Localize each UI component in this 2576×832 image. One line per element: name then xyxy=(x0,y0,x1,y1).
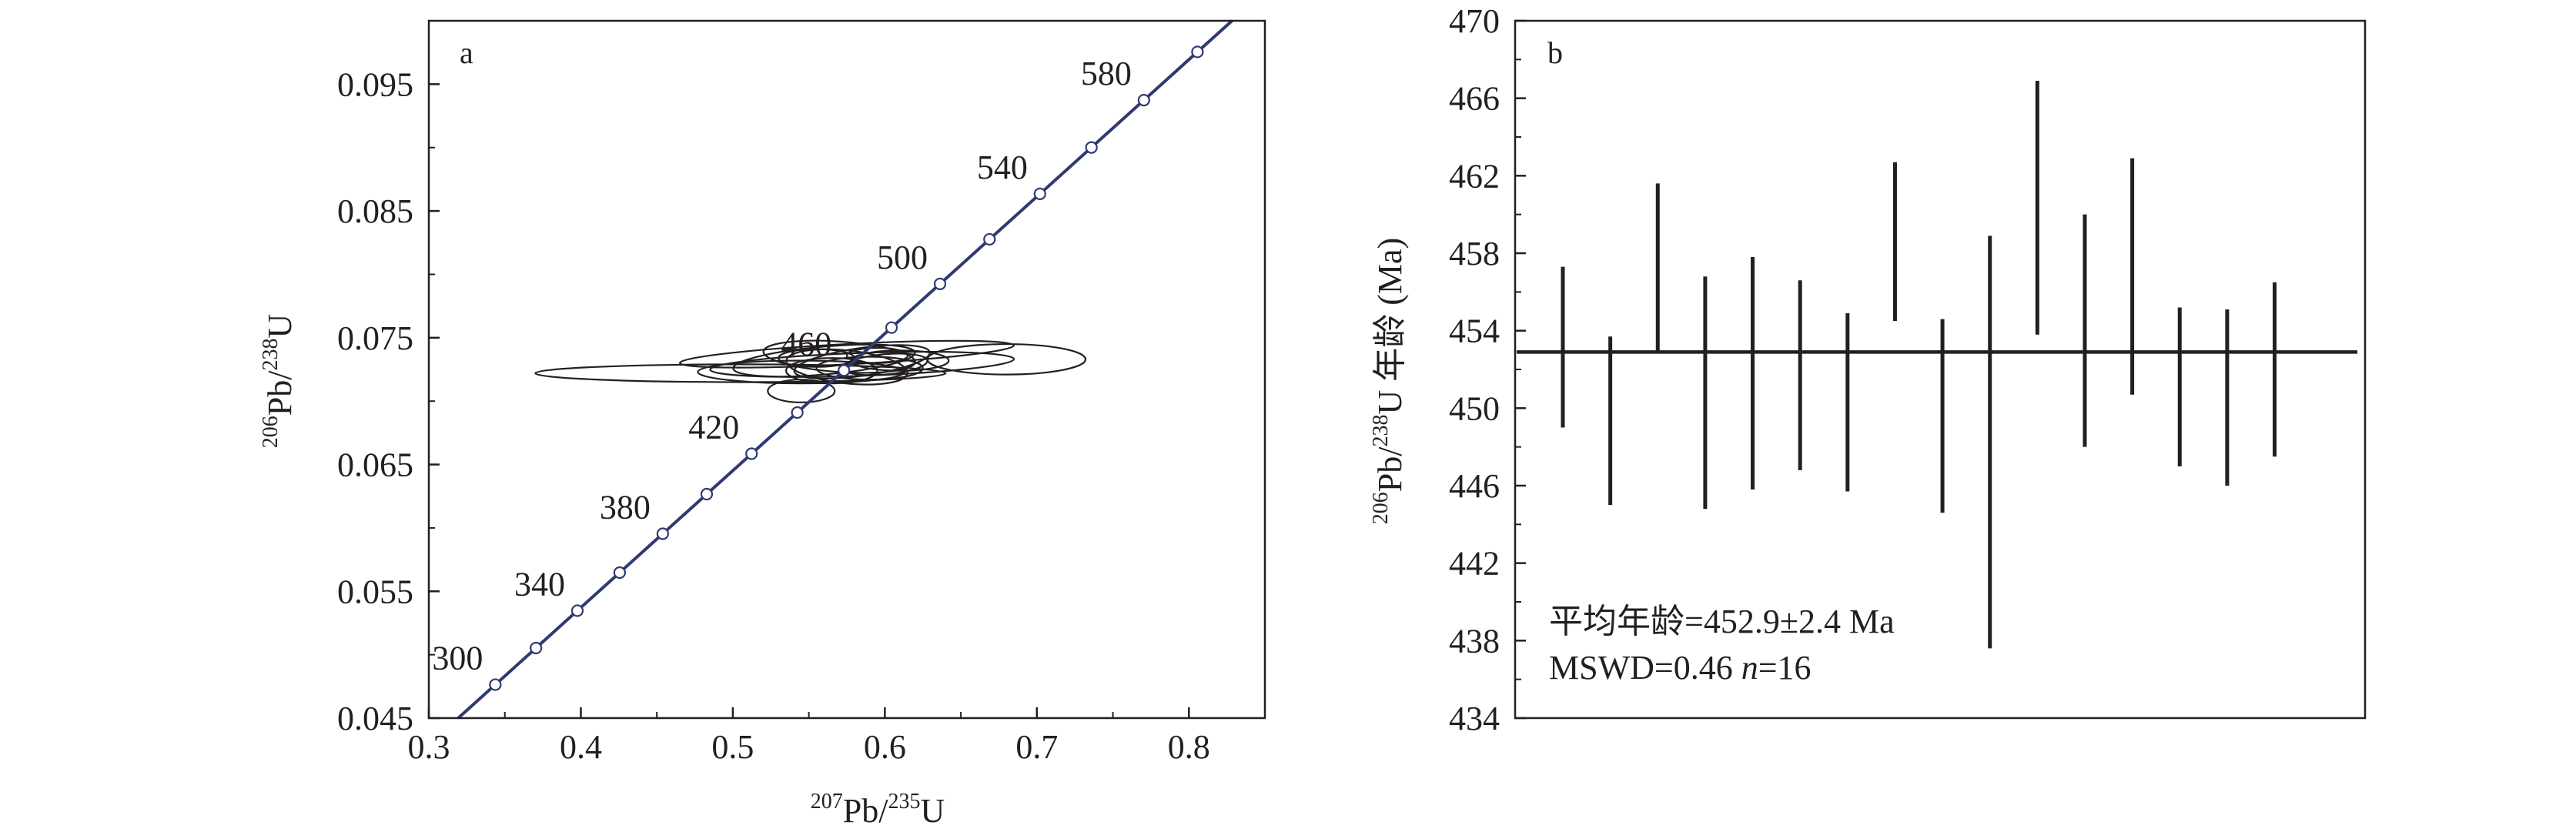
concordia-age-markers xyxy=(489,45,1204,691)
x-tick-label: 0.3 xyxy=(408,728,450,766)
age-label: 500 xyxy=(877,239,928,276)
xlabel-sup2: 235 xyxy=(888,790,920,814)
ylabel-main2: U xyxy=(261,314,299,339)
age-label: 460 xyxy=(781,325,831,363)
x-tick-label: 0.6 xyxy=(864,728,906,766)
age-error-bars xyxy=(1561,81,2277,649)
error-ellipse xyxy=(845,346,909,364)
mswd-annotation: MSWD=0.46 n=16 xyxy=(1549,649,1812,687)
xlabel-main1: Pb/ xyxy=(843,792,888,830)
x-tick-label: 0.7 xyxy=(1015,728,1058,766)
y-tick-label-b: 454 xyxy=(1449,312,1500,350)
x-tick-label: 0.4 xyxy=(560,728,602,766)
age-label: 380 xyxy=(600,489,651,526)
ylabel-b-sup2: 238 xyxy=(1369,415,1393,447)
concordia-chart: 300 340 380 420 460 500 540 580 0.3 0.4 0.5 0.6 0.7… xyxy=(259,19,1266,830)
ylabel-b-main1: Pb/ xyxy=(1371,446,1409,492)
age-marker xyxy=(1137,94,1150,107)
plot-frame-a xyxy=(427,19,1266,720)
y-axis-ticks: 0.045 0.055 0.065 0.075 0.085 0.095 xyxy=(337,20,440,737)
age-marker xyxy=(983,232,996,246)
y-tick-label: 0.055 xyxy=(337,573,413,610)
n-symbol: n xyxy=(1741,649,1758,687)
age-marker xyxy=(570,604,584,617)
age-marker xyxy=(745,447,758,460)
y-tick-label: 0.065 xyxy=(337,446,413,484)
error-ellipses xyxy=(534,339,1087,403)
age-label: 540 xyxy=(977,149,1028,186)
y-tick-label-b: 438 xyxy=(1449,622,1500,660)
ylabel-sup2: 238 xyxy=(259,339,283,371)
x-tick-label: 0.8 xyxy=(1168,728,1210,766)
y-tick-label: 0.045 xyxy=(337,700,413,737)
y-tick-label: 0.075 xyxy=(337,319,413,357)
age-marker xyxy=(530,641,543,655)
ylabel-main1: Pb/ xyxy=(261,370,299,416)
y-tick-label-b: 434 xyxy=(1449,700,1500,737)
concordia-age-labels: 300 340 380 420 460 500 540 580 xyxy=(432,55,1131,677)
x-axis-label-a: 207Pb/235U xyxy=(811,790,945,830)
y-tick-label-b: 442 xyxy=(1449,545,1500,583)
n-value: =16 xyxy=(1758,649,1812,687)
y-tick-label-b: 462 xyxy=(1449,157,1500,195)
ylabel-b-sup1: 206 xyxy=(1369,492,1393,524)
error-ellipse xyxy=(678,339,1015,369)
age-marker xyxy=(489,678,502,691)
age-marker xyxy=(1033,187,1046,200)
y-tick-label-b: 458 xyxy=(1449,235,1500,272)
x-tick-label: 0.5 xyxy=(711,728,754,766)
panel-letter-b: b xyxy=(1547,35,1563,70)
age-marker xyxy=(791,406,804,419)
age-marker xyxy=(613,566,626,580)
error-ellipse xyxy=(778,348,855,368)
xlabel-sup1: 207 xyxy=(811,790,843,814)
age-marker xyxy=(885,321,898,334)
y-axis-label-a: 206Pb/238U xyxy=(259,314,299,448)
age-marker xyxy=(838,364,851,377)
y-tick-label-b: 470 xyxy=(1449,2,1500,40)
age-marker xyxy=(700,487,714,501)
y-tick-label-b: 446 xyxy=(1449,467,1500,505)
age-marker xyxy=(933,277,947,290)
age-marker xyxy=(656,527,669,540)
xlabel-main2: U xyxy=(920,792,945,830)
x-axis-ticks: 0.3 0.4 0.5 0.6 0.7 0.8 xyxy=(408,707,1266,766)
age-label: 300 xyxy=(432,640,483,677)
y-tick-label-b: 466 xyxy=(1449,80,1500,118)
mswd-text: MSWD=0.46 xyxy=(1549,649,1741,687)
error-ellipse xyxy=(534,363,947,383)
y-axis-label-b: 206Pb/238U 年龄 (Ma) xyxy=(1369,238,1409,524)
ylabel-sup1: 206 xyxy=(259,416,283,448)
y-tick-label: 0.095 xyxy=(337,65,413,103)
age-label: 580 xyxy=(1081,55,1132,92)
y-axis-ticks-b: 434 438 442 446 450 454 458 462 466 470 xyxy=(1449,2,1526,737)
y-tick-label: 0.085 xyxy=(337,192,413,230)
ylabel-b-main2: U 年龄 (Ma) xyxy=(1371,238,1409,415)
age-errorbar-chart: 434 438 442 446 450 454 458 462 466 470 b 206Pb/2… xyxy=(1369,2,2367,737)
age-marker xyxy=(1191,45,1204,58)
age-label: 340 xyxy=(514,565,565,603)
y-tick-label-b: 450 xyxy=(1449,389,1500,427)
age-label: 420 xyxy=(688,409,739,446)
panel-letter-a: a xyxy=(460,35,473,70)
age-marker xyxy=(1085,141,1098,154)
mean-age-annotation: 平均年龄=452.9±2.4 Ma xyxy=(1549,603,1895,640)
